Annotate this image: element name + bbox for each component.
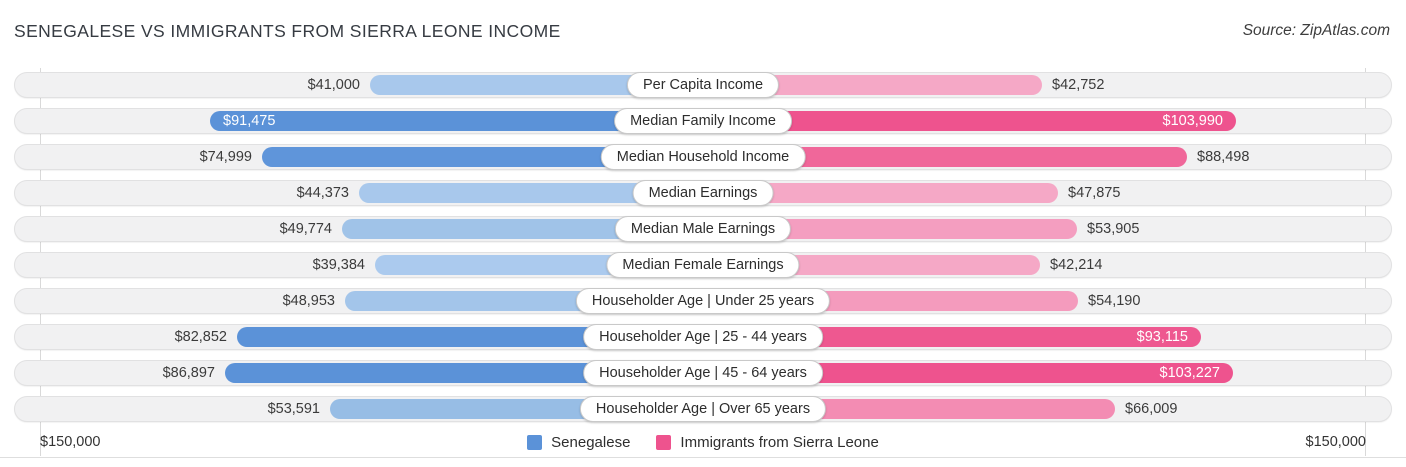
chart-row: $44,373 $47,875 Median Earnings [14, 180, 1392, 206]
category-label-pill: Median Household Income [600, 144, 806, 170]
value-label: $44,373 [296, 185, 349, 201]
legend-item: Immigrants from Sierra Leone [656, 433, 879, 451]
category-label-pill: Householder Age | Under 25 years [575, 288, 831, 314]
category-label-pill: Median Family Income [614, 108, 792, 134]
legend: Senegalese Immigrants from Sierra Leone [100, 434, 1305, 451]
bar-sierra-leone: $103,227 [703, 363, 1233, 383]
bar-sierra-leone [703, 147, 1187, 167]
chart-footer: $150,000 Senegalese Immigrants from Sierr… [0, 427, 1406, 458]
page-title: SENEGALESE VS IMMIGRANTS FROM SIERRA LEO… [14, 21, 561, 41]
source-attribution: Source: ZipAtlas.com [1242, 22, 1390, 39]
value-label: $48,953 [282, 293, 335, 309]
bar-sierra-leone [703, 183, 1058, 203]
category-label: Householder Age | 25 - 44 years [599, 329, 807, 345]
axis-max-label-left: $150,000 [40, 434, 101, 450]
value-label: $74,999 [199, 149, 252, 165]
category-label: Median Male Earnings [630, 221, 776, 237]
chart-row: $91,475 $103,990 Median Family Income [14, 108, 1392, 134]
category-label: Median Female Earnings [622, 257, 784, 273]
value-label: $103,227 [1159, 365, 1220, 381]
chart-row: $49,774 $53,905 Median Male Earnings [14, 216, 1392, 242]
chart-row: $53,591 $66,009 Householder Age | Over 65 … [14, 396, 1392, 422]
legend-item: Senegalese [527, 434, 630, 451]
category-label: Householder Age | 45 - 64 years [599, 365, 807, 381]
bar-sierra-leone: $93,115 [703, 327, 1201, 347]
bar-senegalese [262, 147, 703, 167]
value-label: $47,875 [1068, 185, 1121, 201]
bar-sierra-leone: $103,990 [703, 111, 1236, 131]
value-label: $54,190 [1088, 293, 1141, 309]
category-label-pill: Median Earnings [632, 180, 774, 206]
category-label-pill: Householder Age | Over 65 years [579, 396, 827, 422]
category-label-pill: Median Male Earnings [614, 216, 792, 242]
category-label-pill: Householder Age | 45 - 64 years [583, 360, 823, 386]
category-label-pill: Householder Age | 25 - 44 years [583, 324, 823, 350]
value-label: $49,774 [279, 221, 332, 237]
value-label: $93,115 [1136, 329, 1188, 345]
bar-senegalese [342, 219, 703, 239]
category-label-pill: Per Capita Income [626, 72, 780, 98]
value-label: $42,752 [1052, 77, 1105, 93]
category-label-pill: Median Female Earnings [606, 252, 800, 278]
value-label: $82,852 [174, 329, 227, 345]
value-label: $39,384 [312, 257, 365, 273]
bar-chart: $41,000 $42,752 Per Capita Income $91,475 $1… [14, 68, 1392, 456]
bar-senegalese [370, 75, 703, 95]
value-label: $88,498 [1197, 149, 1250, 165]
legend-swatch-icon [527, 434, 543, 450]
chart-row: $39,384 $42,214 Median Female Earnings [14, 252, 1392, 278]
axis-max-label-right: $150,000 [1305, 434, 1366, 450]
category-label: Per Capita Income [642, 77, 764, 93]
value-label: $42,214 [1050, 257, 1103, 273]
bar-sierra-leone [703, 219, 1077, 239]
chart-row: $82,852 $93,115 Householder Age | 25 - 44 … [14, 324, 1392, 350]
value-label: $86,897 [162, 365, 215, 381]
value-label: $41,000 [307, 77, 360, 93]
value-label: $53,591 [267, 401, 320, 417]
chart-row: $48,953 $54,190 Householder Age | Under 25… [14, 288, 1392, 314]
value-label: $66,009 [1125, 401, 1178, 417]
value-label: $53,905 [1087, 221, 1140, 237]
category-label: Median Family Income [630, 113, 776, 129]
category-label: Median Household Income [616, 149, 790, 165]
legend-label: Immigrants from Sierra Leone [680, 433, 879, 451]
chart-row: $74,999 $88,498 Median Household Income [14, 144, 1392, 170]
chart-row: $86,897 $103,227 Householder Age | 45 - 64… [14, 360, 1392, 386]
value-label: $91,475 [223, 113, 276, 129]
category-label: Householder Age | Over 65 years [595, 401, 811, 417]
chart-row: $41,000 $42,752 Per Capita Income [14, 72, 1392, 98]
value-label: $103,990 [1162, 113, 1223, 129]
bar-sierra-leone [703, 75, 1042, 95]
category-label: Householder Age | Under 25 years [591, 293, 815, 309]
legend-swatch-icon [656, 434, 672, 450]
category-label: Median Earnings [648, 185, 758, 201]
bar-senegalese: $91,475 [210, 111, 703, 131]
bar-senegalese [359, 183, 703, 203]
legend-label: Senegalese [551, 433, 631, 451]
